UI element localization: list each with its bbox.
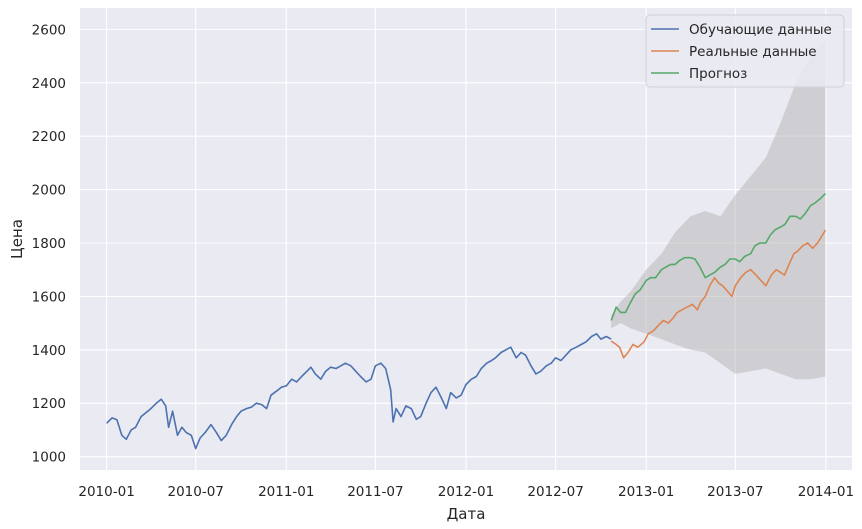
x-axis-label: Дата — [447, 505, 486, 523]
x-tick-label: 2010-07 — [167, 484, 223, 500]
x-tick-label: 2013-01 — [618, 484, 674, 500]
x-tick-label: 2012-07 — [527, 484, 583, 500]
series-lines — [106, 193, 827, 450]
y-tick-label: 1600 — [32, 289, 66, 305]
y-tick-label: 2600 — [32, 22, 66, 38]
y-tick-labels: 1000 1200 1400 1600 1800 2000 2200 2400 2600 — [32, 22, 66, 465]
y-tick-label: 1400 — [32, 343, 66, 359]
legend: Обучающие данные Реальные данные Прогноз — [645, 14, 845, 88]
x-tick-labels: 2010-01 2010-07 2011-01 2011-07 2012-01 2012-… — [78, 484, 854, 500]
series-line-train — [106, 332, 612, 450]
y-tick-label: 2200 — [32, 129, 66, 145]
y-tick-label: 1000 — [32, 450, 66, 466]
x-tick-label: 2011-07 — [347, 484, 403, 500]
legend-box — [645, 14, 845, 88]
y-tick-label: 1200 — [32, 396, 66, 412]
y-tick-label: 1800 — [32, 236, 66, 252]
legend-entry: Обучающие данные — [689, 22, 832, 38]
x-tick-label: 2014-01 — [798, 484, 854, 500]
x-tick-label: 2010-01 — [78, 484, 134, 500]
confidence-band — [611, 40, 826, 380]
legend-entry: Реальные данные — [689, 44, 817, 60]
y-tick-label: 2400 — [32, 76, 66, 92]
series-line-forecast — [610, 193, 826, 321]
series-line-actual — [610, 229, 827, 359]
y-axis-label: Цена — [8, 219, 26, 259]
x-tick-label: 2011-01 — [258, 484, 314, 500]
x-tick-label: 2013-07 — [707, 484, 763, 500]
legend-entry: Прогноз — [689, 66, 747, 82]
x-tick-label: 2012-01 — [438, 484, 494, 500]
y-tick-label: 2000 — [32, 183, 66, 199]
